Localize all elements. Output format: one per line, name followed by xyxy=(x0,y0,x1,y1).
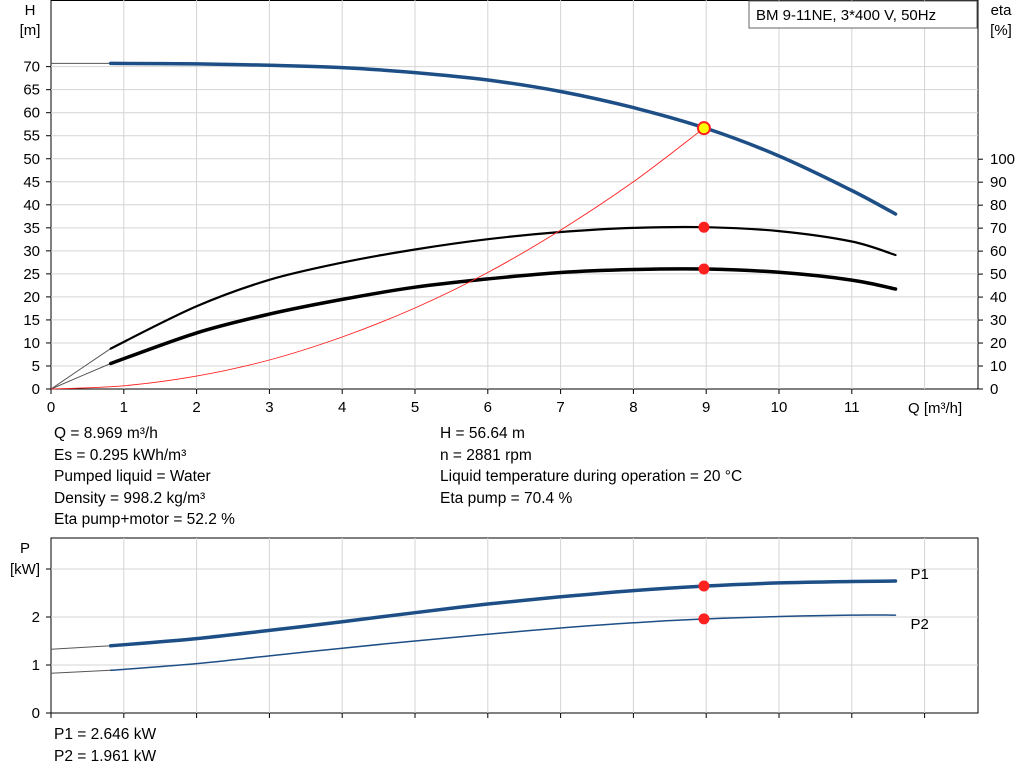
y-left-tick-label: 15 xyxy=(23,312,40,329)
y-right-tick-label: 20 xyxy=(990,335,1007,352)
x-tick-label: 3 xyxy=(265,399,273,416)
y-right-tick-label: 60 xyxy=(990,243,1007,260)
curve-extension-2 xyxy=(50,363,111,390)
y-right-tick-label: 30 xyxy=(990,312,1007,329)
y-right-axis-unit: [%] xyxy=(990,22,1012,39)
y-left-axis-label: H xyxy=(25,2,36,19)
info-eta-pump-motor: Eta pump+motor = 52.2 % xyxy=(54,511,235,528)
x-tick-label: 11 xyxy=(844,399,860,416)
curve-series-3 xyxy=(50,127,705,390)
y-right-tick-label: 100 xyxy=(990,151,1015,168)
y-left-tick-label: 70 xyxy=(23,59,40,76)
x-tick-label: 8 xyxy=(629,399,637,416)
curve-extension-1 xyxy=(50,348,111,390)
x-tick-label: 10 xyxy=(771,399,788,416)
y-right-tick-label: 40 xyxy=(990,289,1007,306)
head-plot-frame xyxy=(50,0,979,390)
y-left-axis-unit: [m] xyxy=(20,22,41,39)
head-efficiency-chart: 0 1 2 3 4 5 6 7 8 9 10 1105101520253035404550556065… xyxy=(20,0,1015,417)
y-right-tick-label: 80 xyxy=(990,197,1007,214)
power-curve-extension-p1 xyxy=(50,645,111,650)
power-duty-point-marker xyxy=(698,613,710,625)
duty-point-marker xyxy=(698,221,710,233)
series-label-p2: P2 xyxy=(910,616,928,633)
y-left-tick-label: 25 xyxy=(23,266,40,283)
y-left-tick-label: 35 xyxy=(23,220,40,237)
y-right-tick-label: 50 xyxy=(990,266,1007,283)
info-flow: Q = 8.969 m³/h xyxy=(54,425,158,442)
series-label-p1: P1 xyxy=(910,566,928,583)
x-tick-label: 5 xyxy=(411,399,419,416)
y-left-tick-label: 5 xyxy=(32,358,40,375)
y-left-tick-label: 65 xyxy=(23,82,40,99)
y-left-tick-label: 0 xyxy=(32,381,40,398)
power-curve-p1 xyxy=(108,579,898,648)
info-specific-energy: Es = 0.295 kWh/m³ xyxy=(54,446,187,464)
title-box xyxy=(748,0,978,29)
y-right-tick-label: 90 xyxy=(990,174,1007,191)
y-left-tick-label: 10 xyxy=(23,335,40,352)
y-left-tick-label: 45 xyxy=(23,174,40,191)
y-left-tick-label: 20 xyxy=(23,289,40,306)
power-info: P1 = 2.646 kW P2 = 1.961 kW xyxy=(54,724,156,767)
power-y-tick-label: 0 xyxy=(32,705,40,722)
y-left-tick-label: 60 xyxy=(23,105,40,122)
info-liquid-temperature: Liquid temperature during operation = 20… xyxy=(440,468,743,485)
power-duty-point-marker xyxy=(698,580,710,592)
x-tick-label: 7 xyxy=(556,399,564,416)
x-tick-label: 6 xyxy=(484,399,492,416)
y-right-tick-label: 10 xyxy=(990,358,1007,375)
duty-point-info-left: Q = 8.969 m³/h Es = 0.295 kWh/m³ Pumped … xyxy=(54,423,235,531)
power-plot-frame xyxy=(50,537,979,714)
info-pumped-liquid: Pumped liquid = Water xyxy=(54,468,211,485)
curve-series-2 xyxy=(108,267,898,366)
x-axis-label: Q [m³/h] xyxy=(908,400,962,417)
curve-series-1 xyxy=(109,225,897,350)
x-tick-label: 0 xyxy=(47,399,55,416)
power-y-axis-label: P xyxy=(20,540,30,557)
y-right-axis-label: eta xyxy=(991,2,1013,19)
y-left-tick-label: 55 xyxy=(23,128,40,145)
y-right-tick-label: 0 xyxy=(990,381,998,398)
x-tick-label: 1 xyxy=(120,399,128,416)
x-tick-label: 9 xyxy=(702,399,710,416)
y-left-tick-label: 30 xyxy=(23,243,40,260)
info-head: H = 56.64 m xyxy=(440,425,525,442)
info-p2: P2 = 1.961 kW xyxy=(54,747,157,765)
power-chart: 0 1 2 P [kW] P1 P2 xyxy=(10,537,979,722)
info-density: Density = 998.2 kg/m³ xyxy=(54,489,206,507)
y-left-tick-label: 50 xyxy=(23,151,40,168)
y-left-tick-label: 40 xyxy=(23,197,40,214)
power-y-tick-label: 1 xyxy=(32,657,40,674)
info-p1: P1 = 2.646 kW xyxy=(54,726,157,743)
chart-title: BM 9-11NE, 3*400 V, 50Hz xyxy=(756,7,936,24)
power-y-tick-label: 2 xyxy=(32,609,40,626)
duty-point-marker xyxy=(696,121,711,136)
info-eta-pump: Eta pump = 70.4 % xyxy=(440,489,573,507)
power-curve-extension-p2 xyxy=(50,669,111,674)
duty-point-info-right: H = 56.64 m n = 2881 rpm Liquid temperat… xyxy=(440,423,742,509)
duty-point-marker xyxy=(698,263,710,275)
power-curve-p2 xyxy=(109,614,897,672)
info-speed: n = 2881 rpm xyxy=(440,446,532,464)
curve-series-0 xyxy=(108,61,898,216)
power-y-axis-unit: [kW] xyxy=(10,561,40,578)
x-tick-label: 4 xyxy=(338,399,346,416)
y-right-tick-label: 70 xyxy=(990,220,1007,237)
x-tick-label: 2 xyxy=(192,399,200,416)
